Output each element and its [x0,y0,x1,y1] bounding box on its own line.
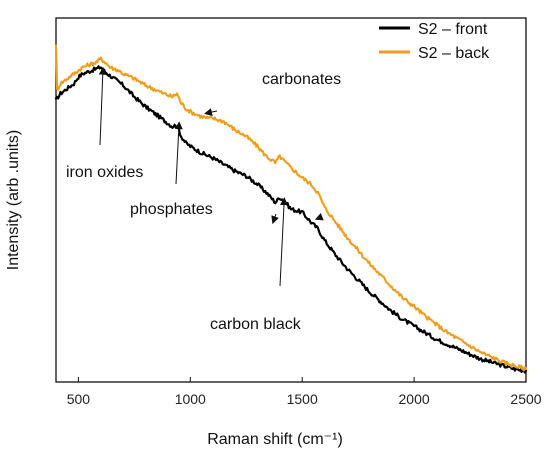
series-line-0 [54,65,528,374]
x-tick-label: 1500 [287,391,318,407]
annotation-arrow [314,212,324,221]
annotation-label: iron oxides [66,164,143,181]
annotation-label: carbonates [262,71,341,88]
annotation-layer: iron oxides phosphates carbonates carbon bl… [66,66,341,333]
legend-label: S2 – front [418,21,488,38]
legend: S2 – front S2 – back [379,21,490,62]
legend-label: S2 – back [418,45,490,62]
x-axis-label: Raman shift (cm⁻¹) [207,431,343,448]
x-axis: 500 1000 1500 2000 2500 [67,377,542,407]
x-tick-label: 1000 [175,391,206,407]
annotation-arrow [271,213,279,225]
x-tick-label: 2000 [399,391,430,407]
annotation-arrow [203,108,218,116]
x-tick-label: 500 [67,391,91,407]
annotation-label: carbon black [210,316,302,333]
series-layer [54,44,528,374]
annotation-label: phosphates [130,201,213,218]
y-axis-label: Intensity (arb .units) [5,130,22,271]
annotation-arrow [98,66,107,146]
series-line-1 [54,44,528,372]
annotation-arrow [279,197,288,287]
x-tick-label: 2500 [510,391,541,407]
annotation-arrow [174,121,183,185]
